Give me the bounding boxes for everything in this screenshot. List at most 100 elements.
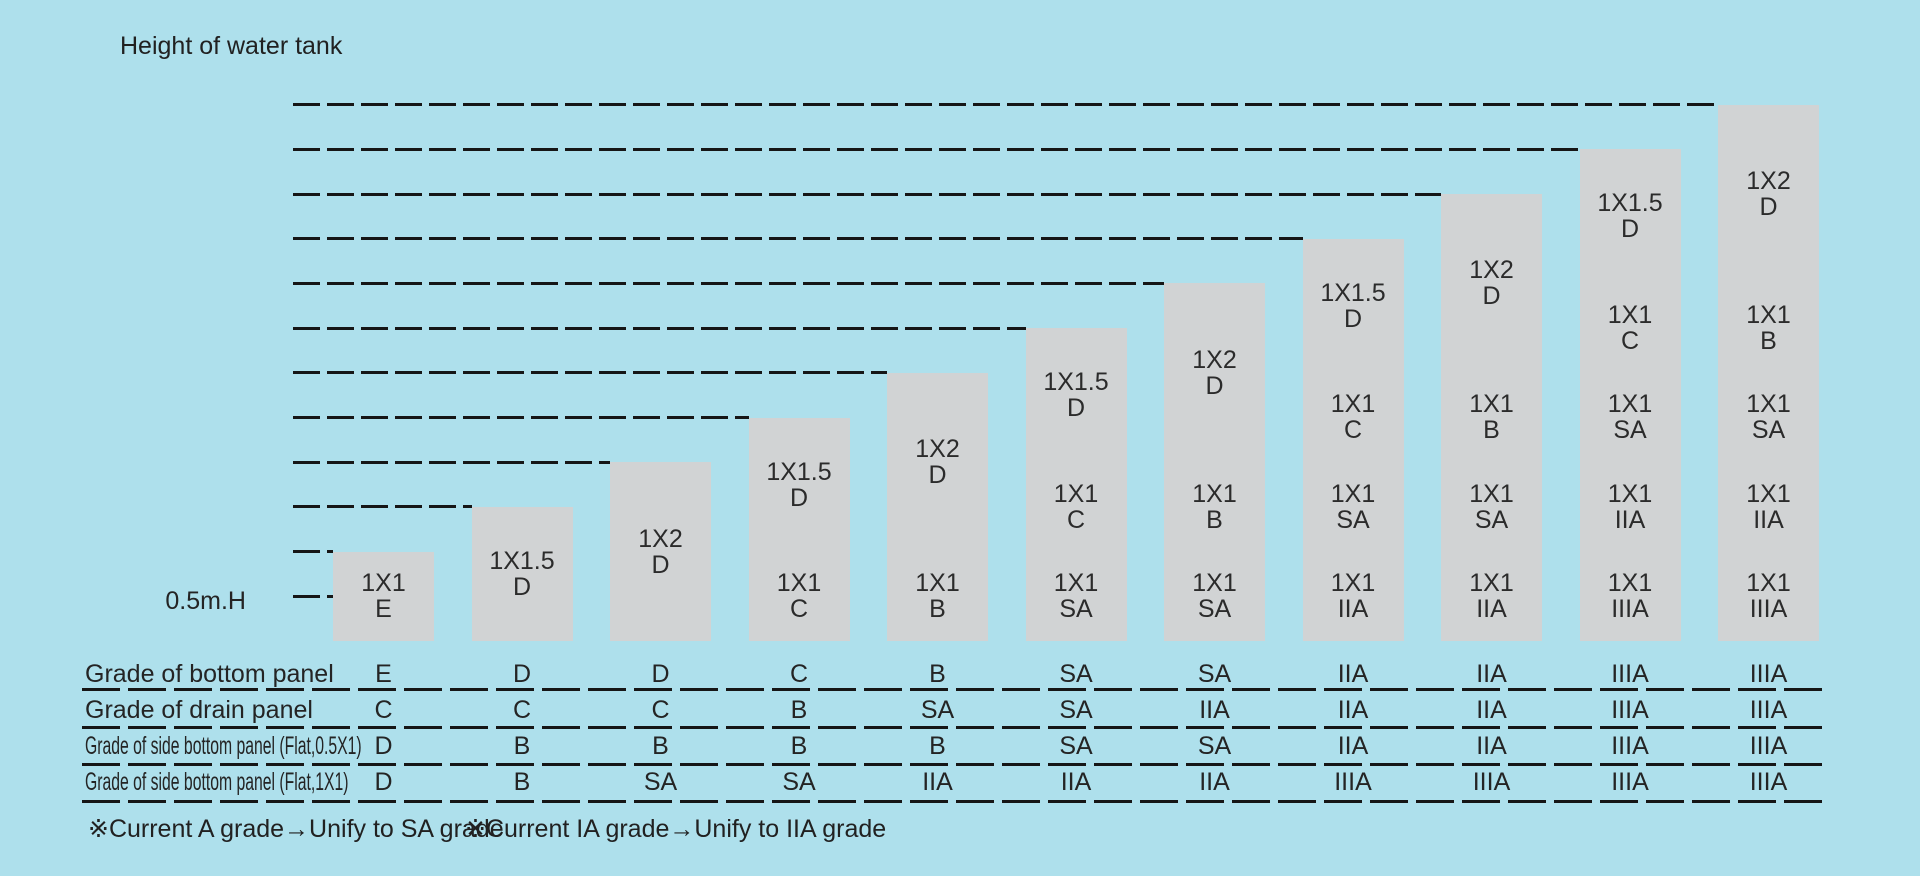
tier-grade-label: C [789, 595, 809, 624]
tier-grade-label: SA [1474, 505, 1509, 534]
tier-grade-label: C [1620, 327, 1640, 356]
grade-cell: SA [1059, 660, 1093, 688]
tank-bar: 1X1.5 D [471, 506, 573, 641]
height-level-gridline [293, 147, 1580, 151]
tier-size-label: 1X1 [1330, 390, 1376, 419]
tier-grade-label: D [1205, 371, 1224, 400]
tier-size-label: 1X1 [1330, 479, 1376, 508]
tank-tier: 1X1 C [1303, 373, 1404, 462]
tier-grade-label: IIA [1753, 505, 1784, 534]
grade-cell: B [652, 732, 669, 760]
tier-grade-label: E [375, 595, 392, 624]
tank-tier: 1X1.5 D [1303, 239, 1404, 373]
grade-cell: IIIA [1749, 768, 1788, 796]
grade-cell: IIIA [1611, 660, 1649, 688]
tier-size-label: 1X1 [1330, 569, 1376, 598]
grade-cell: IIIA [1611, 768, 1649, 796]
tier-size-label: 1X1 [1469, 569, 1514, 598]
grade-cell: IIIA [1472, 768, 1511, 796]
table-row-separator [82, 763, 1825, 766]
grade-cell: IIIA [1749, 732, 1788, 760]
tank-tier: 1X1 C [1026, 462, 1127, 551]
tank-tier: 1X1 IIA [1718, 462, 1819, 551]
tank-tier: 1X1 B [1164, 462, 1265, 551]
tier-size-label: 1X1 [1607, 390, 1653, 419]
tier-grade-label: IIA [1614, 505, 1646, 534]
tank-bar: 1X2 D 1X1 B 1X1 SA [1164, 283, 1265, 641]
grade-cell: B [790, 732, 808, 760]
tier-size-label: 1X1 [1469, 390, 1514, 419]
height-level-gridline [293, 550, 333, 554]
tier-size-label: 1X2 [1469, 256, 1514, 285]
grade-cell: E [375, 660, 392, 688]
height-level-gridline [293, 416, 749, 419]
tank-bar: 1X2 D [610, 462, 711, 641]
tank-bar: 1X1.5 D 1X1 C 1X1 SA 1X1 IIA [1302, 238, 1404, 641]
grade-cell: IIIA [1749, 696, 1788, 724]
tier-size-label: 1X2 [915, 435, 960, 464]
height-level-gridline [293, 326, 1026, 330]
height-level-gridline [293, 460, 610, 464]
tier-grade-label: SA [1197, 595, 1232, 624]
tank-bar: 1X2 D 1X1 B 1X1 SA 1X1 IIA [1441, 194, 1542, 641]
footnote-iia-grade: ※Current IA grade→Unify to IIA grade [465, 815, 887, 843]
tank-tier: 1X2 D [887, 373, 988, 552]
grade-cell: IIA [1337, 660, 1369, 688]
tank-tier: 1X2 D [1164, 283, 1265, 462]
tank-tier: 1X1.5 D [1026, 328, 1127, 462]
tier-size-label: 1X1 [1607, 301, 1653, 330]
tank-bar: 1X1 E [333, 551, 434, 641]
tank-tier: 1X1 SA [1026, 552, 1127, 641]
grade-cell: B [513, 768, 531, 796]
tier-size-label: 1X1 [1053, 479, 1099, 508]
tier-size-label: 1X2 [638, 524, 683, 553]
tier-grade-label: B [929, 595, 946, 624]
tier-size-label: 1X1 [1053, 569, 1099, 598]
tank-tier: 1X2 D [1441, 194, 1542, 373]
grade-cell: IIA [1476, 732, 1507, 760]
tier-grade-label: IIA [1337, 595, 1369, 624]
tier-size-label: 1X1.5 [489, 546, 555, 575]
grade-cell: SA [920, 696, 955, 724]
tier-grade-label: C [1343, 416, 1363, 445]
tier-grade-label: D [651, 550, 670, 579]
table-row-label: Grade of drain panel [85, 696, 313, 724]
table-row-separator [82, 800, 1825, 803]
tank-tier: 1X1 C [1580, 283, 1681, 372]
tier-grade-label: D [789, 483, 809, 512]
tier-size-label: 1X1 [1746, 569, 1791, 598]
grade-cell: D [374, 732, 393, 760]
height-level-gridline [293, 103, 1718, 107]
table-row-separator [82, 688, 1825, 691]
height-level-gridline [293, 281, 1164, 285]
height-level-gridline [293, 237, 1303, 241]
grade-cell: IIIA [1611, 732, 1649, 760]
tier-size-label: 1X1.5 [1043, 368, 1109, 397]
tank-tier: 1X1 B [1718, 283, 1819, 372]
height-axis-label: 0.5m.H [165, 587, 246, 615]
grade-cell: B [929, 660, 946, 688]
height-level-gridline [293, 594, 333, 598]
tank-tier: 1X1.5 D [472, 507, 573, 641]
grade-cell: IIA [1337, 732, 1369, 760]
tier-size-label: 1X1 [1469, 479, 1514, 508]
grade-cell: IIIA [1334, 768, 1372, 796]
grade-cell: C [789, 660, 809, 688]
grade-cell: IIA [1060, 768, 1092, 796]
grade-cell: D [374, 768, 393, 796]
tank-tier: 1X1 IIA [1303, 552, 1404, 641]
tank-tier: 1X2 D [1718, 105, 1819, 284]
height-level-gridline [293, 371, 887, 375]
tank-bar: 1X1.5 D 1X1 C 1X1 SA [1025, 328, 1127, 641]
tier-grade-label: D [1482, 282, 1501, 311]
tank-tier: 1X1 IIIA [1580, 552, 1681, 641]
tank-tier: 1X1 E [333, 552, 434, 641]
grade-cell: IIIA [1611, 696, 1649, 724]
tier-size-label: 1X1 [776, 569, 822, 598]
table-row-separator [82, 726, 1825, 729]
chart-title: Height of water tank [120, 32, 343, 60]
tank-tier: 1X1 IIA [1441, 552, 1542, 641]
tank-bar: 1X1.5 D 1X1 C [748, 417, 850, 641]
grade-cell: IIA [1476, 660, 1507, 688]
